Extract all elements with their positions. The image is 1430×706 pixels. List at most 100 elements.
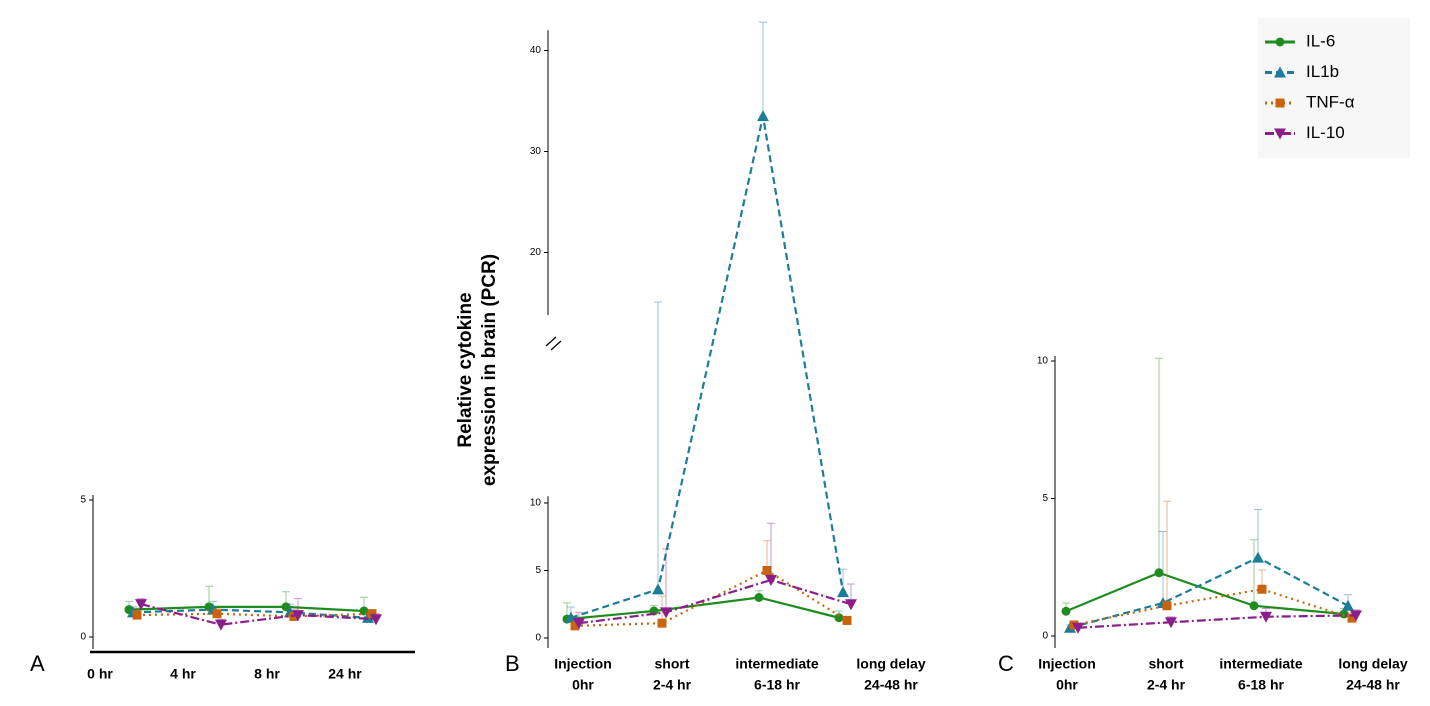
y-tick-label: 10 [1037,356,1049,367]
x-tick-label: 8 hr [254,666,280,682]
series-line [566,596,840,621]
point [845,599,857,611]
point [212,609,222,619]
legend-marker [1274,128,1286,140]
x-tick-label: long delay [1338,656,1407,672]
point [1165,617,1177,629]
point [570,621,580,631]
point [1249,601,1259,611]
point [1350,610,1362,622]
x-tick-label: 0 hr [87,666,113,682]
point [281,602,291,612]
point [1347,613,1357,623]
point [1260,611,1272,623]
point [565,611,577,623]
y-axis-title-line: expression in brain (PCR) [479,254,500,486]
point [765,574,777,586]
point [660,607,672,619]
error-bar [1159,531,1167,603]
x-tick-label: 24 hr [328,666,362,682]
y-tick-label: 0 [535,633,541,644]
error-bar [759,21,767,117]
x-tick-label: short [1149,656,1184,672]
y-tick-label: 5 [80,495,86,506]
y-axis-title-line: Relative cytokine [455,292,476,447]
error-bar [654,301,662,590]
series-line [570,115,845,619]
y-tick-label: 5 [535,565,541,576]
point [1257,584,1267,594]
point [757,110,769,122]
point [1252,551,1264,563]
point [837,586,849,598]
error-bar [763,540,771,571]
x-tick-label: 24-48 hr [1346,677,1400,693]
y-tick-label: 10 [530,498,542,509]
error-bar [662,548,670,613]
point [1154,568,1164,578]
y-tick-label: 0 [1042,631,1048,642]
error-bar [1163,500,1171,606]
point [1162,601,1172,611]
x-tick-label: long delay [856,656,925,672]
y-tick-label: 0 [80,632,86,643]
point [1342,599,1354,611]
x-tick-label: Injection [1038,656,1096,672]
y-axis-title: Relative cytokine expression in brain (PC… [455,254,500,486]
panel-letter: A [30,651,45,676]
x-tick-label: 4 hr [170,666,196,682]
series-line [140,603,377,626]
x-tick-label: 2-4 hr [1147,677,1186,693]
x-tick-label: intermediate [1219,656,1302,672]
error-bar [1254,509,1262,558]
y-tick-label: 5 [1042,493,1048,504]
x-tick-label: Injection [554,656,612,672]
point [292,610,304,622]
x-tick-label: 6-18 hr [754,677,800,693]
x-tick-label: 0hr [572,677,594,693]
point [652,583,664,595]
legend-marker [1274,66,1286,78]
x-tick-label: 6-18 hr [1238,677,1284,693]
legend-label: IL-6 [1306,31,1335,50]
legend-marker [1275,37,1285,47]
error-bar [1250,539,1258,606]
series-line [136,612,373,618]
point [135,599,147,611]
x-tick-label: 2-4 hr [653,677,692,693]
legend-label: IL-10 [1306,123,1345,142]
error-bar [1155,357,1163,573]
point [762,566,772,575]
x-tick-label: short [655,656,690,672]
point [754,593,764,602]
series-line [128,605,365,613]
x-tick-label: intermediate [735,656,818,672]
y-tick-label: 20 [530,247,542,258]
legend-label: IL1b [1306,62,1339,81]
panel-letter: B [505,651,520,676]
series-line [1077,614,1357,629]
series-line [1065,571,1345,616]
point [842,615,852,625]
point [1072,622,1084,634]
legend-marker [1275,98,1285,108]
y-tick-label: 30 [530,146,542,157]
point [1339,609,1349,619]
series-line [1073,588,1353,627]
error-bar [767,522,775,580]
x-tick-label: 24-48 hr [864,677,918,693]
point [215,619,227,631]
series-line [578,578,852,625]
point [367,609,377,619]
legend-label: TNF-α [1306,92,1355,111]
point [132,610,142,620]
point [834,613,844,623]
point [573,618,585,630]
point [370,614,382,626]
point [657,618,667,628]
y-tick-label: 40 [530,45,542,56]
panel-letter: C [998,651,1014,676]
axis-break [545,336,562,351]
x-tick-label: 0hr [1056,677,1078,693]
